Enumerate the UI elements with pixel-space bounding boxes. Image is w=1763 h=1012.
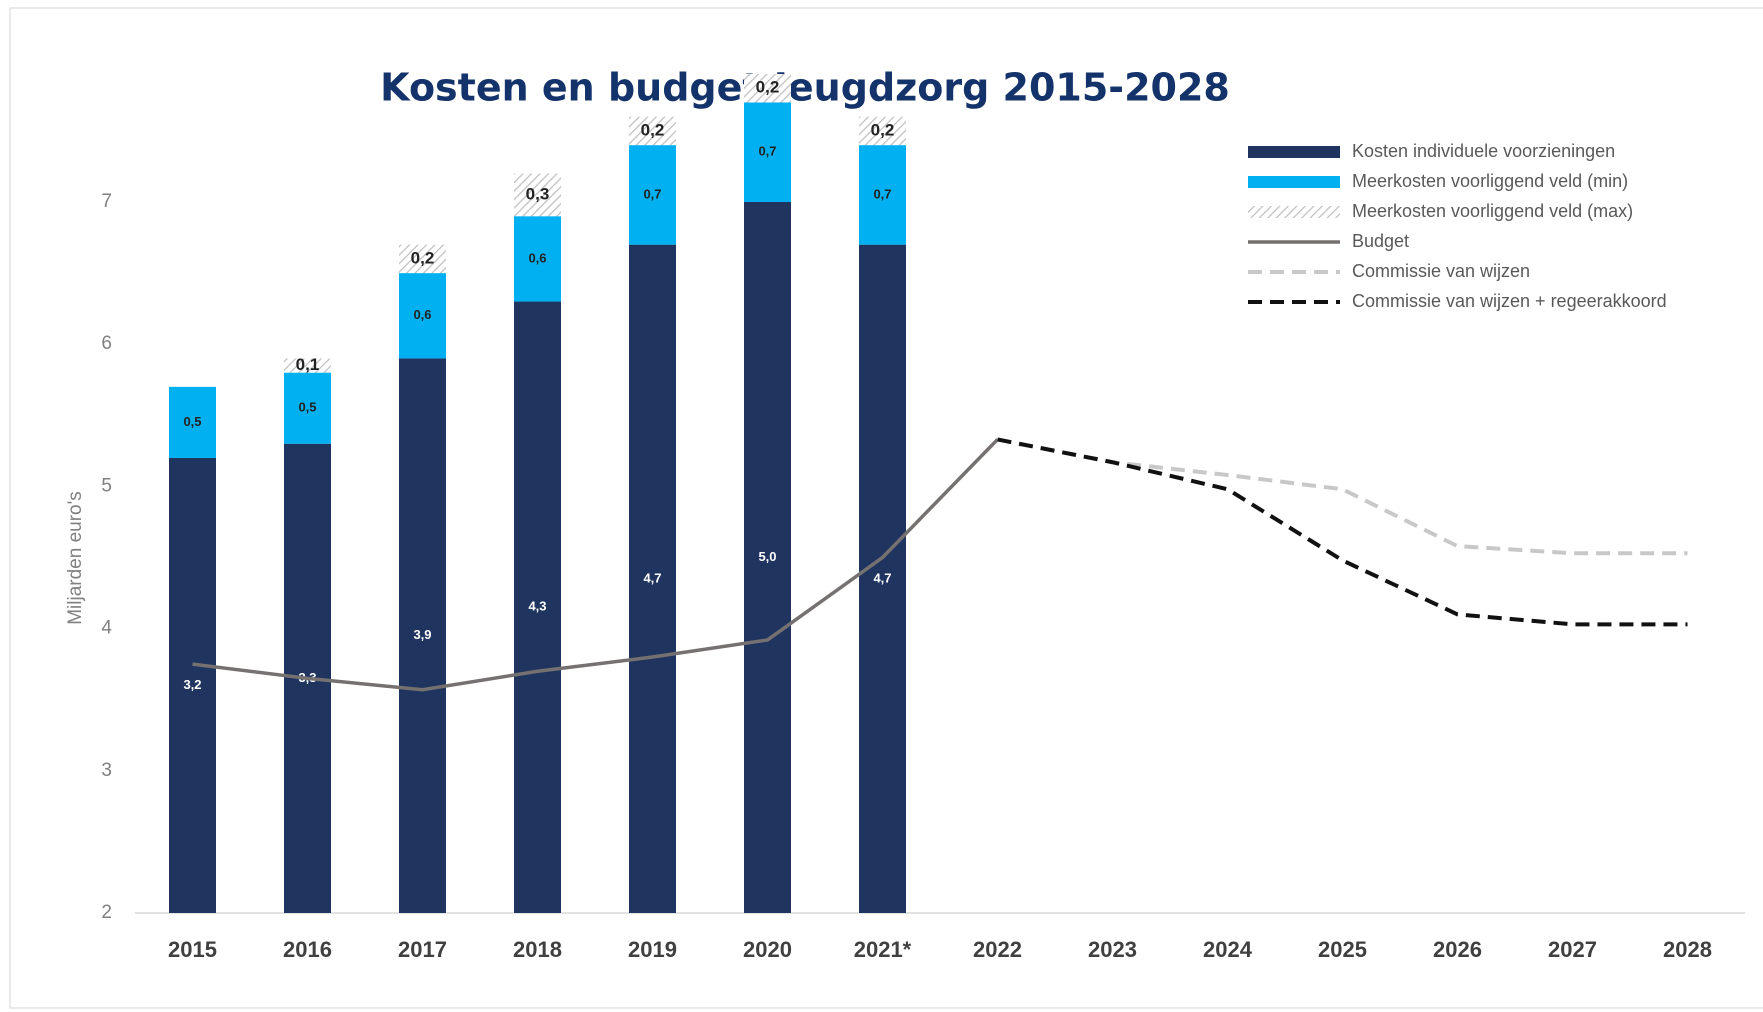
x-tick-label: 2024	[1203, 937, 1253, 962]
y-tick-label: 4	[101, 618, 112, 639]
x-tick-label: 2015	[168, 937, 217, 962]
x-tick-label: 2019	[628, 937, 677, 962]
data-label: 0,2	[641, 120, 665, 139]
data-label: 0,1	[296, 355, 320, 374]
bar-segment	[744, 74, 791, 103]
x-tick-label: 2028	[1663, 937, 1712, 962]
legend-label: Meerkosten voorliggend veld (max)	[1352, 201, 1633, 221]
bar-segment	[629, 244, 676, 913]
x-tick-label: 2026	[1433, 937, 1482, 962]
x-tick-label: 2021*	[854, 937, 912, 962]
data-label: 0,5	[298, 400, 316, 415]
bar-segment	[514, 173, 561, 217]
y-tick-label: 5	[101, 475, 112, 496]
bar-segment	[629, 145, 676, 245]
legend-swatch	[1248, 176, 1340, 188]
bar-segment	[744, 102, 791, 202]
x-tick-label: 2022	[973, 937, 1022, 962]
line	[997, 437, 1688, 627]
bar-segment	[399, 273, 446, 359]
bar-segment	[284, 358, 331, 373]
data-label: 0,5	[183, 414, 201, 429]
bar-segment	[169, 386, 216, 458]
frame	[9, 7, 1763, 1009]
data-label: 0,2	[756, 78, 780, 97]
x-tick-label: 2025	[1318, 937, 1367, 962]
y-tick-label: 3	[101, 760, 112, 781]
data-label: 0,7	[758, 144, 776, 159]
line	[192, 438, 999, 692]
bar-segment	[629, 116, 676, 146]
legend-swatch	[1248, 146, 1340, 158]
x-tick-label: 2027	[1548, 937, 1597, 962]
bar-segment	[859, 145, 906, 245]
bar-segment	[169, 457, 216, 913]
data-label: 0,2	[871, 120, 895, 139]
data-label: 3,2	[183, 677, 201, 692]
x-tick-label: 2017	[398, 937, 447, 962]
bar-segment	[744, 202, 791, 913]
bar-segment	[514, 216, 561, 302]
data-label: 0,7	[643, 186, 661, 201]
data-label: 0,2	[411, 248, 435, 267]
legend-label: Kosten individuele voorzieningen	[1352, 141, 1615, 161]
legend-label: Meerkosten voorliggend veld (min)	[1352, 171, 1628, 191]
legend-swatch	[1248, 206, 1340, 218]
bar-segment	[514, 301, 561, 913]
y-tick-label: 7	[101, 191, 112, 212]
y-tick-label: 6	[101, 333, 112, 354]
x-tick-label: 2020	[743, 937, 792, 962]
bar-segment	[399, 358, 446, 913]
bar-segment	[284, 372, 331, 444]
y-axis-label: Miljarden euro's	[65, 491, 86, 625]
data-label: 0,7	[873, 186, 891, 201]
data-label: 4,3	[528, 599, 546, 614]
bar-segment	[859, 116, 906, 146]
data-label: 0,6	[413, 307, 431, 322]
data-label: 3,9	[413, 627, 431, 642]
line	[997, 437, 1688, 556]
legend-label: Commissie van wijzen	[1352, 261, 1530, 281]
data-label: 4,7	[873, 570, 891, 585]
bar-segment	[399, 244, 446, 274]
data-label: 0,6	[528, 250, 546, 265]
legend-label: Budget	[1352, 231, 1409, 251]
chart-title: Kosten en budget Jeugdzorg 2015-2028	[380, 66, 1230, 110]
data-label: 5,0	[758, 549, 776, 564]
data-label: 0,3	[526, 184, 550, 203]
x-tick-label: 2018	[513, 937, 562, 962]
data-label: 4,7	[643, 570, 661, 585]
bar-segment	[859, 244, 906, 913]
x-tick-label: 2023	[1088, 937, 1137, 962]
x-tick-label: 2016	[283, 937, 332, 962]
legend-label: Commissie van wijzen + regeerakkoord	[1352, 291, 1667, 311]
y-tick-label: 2	[101, 902, 112, 923]
